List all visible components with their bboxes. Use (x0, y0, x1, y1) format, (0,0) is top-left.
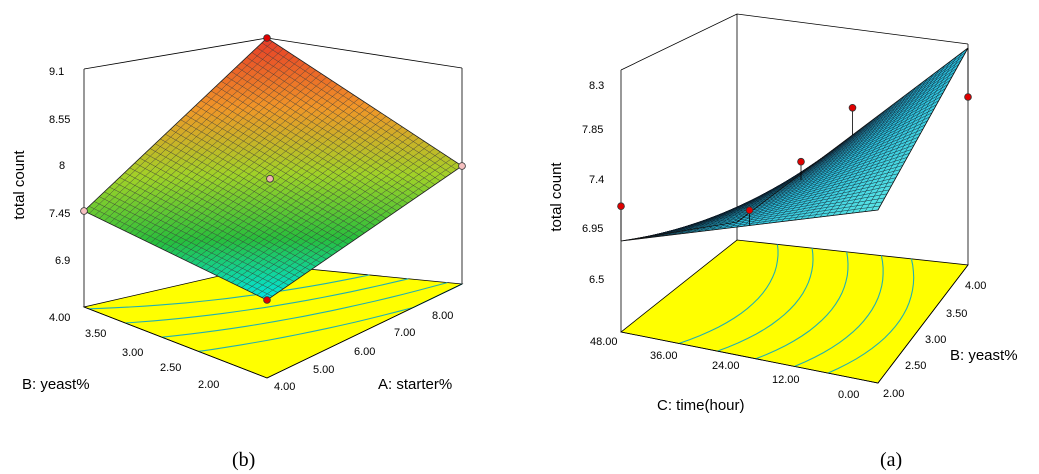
design-point (745, 206, 754, 215)
design-point (848, 104, 857, 112)
plot-a-z-axis: 8.3 7.85 7.4 6.95 6.5 total count (548, 80, 604, 286)
x-tick: 0.00 (838, 389, 859, 401)
z-tick: 6.95 (582, 223, 603, 235)
plot-a-x-label: C: time(hour) (657, 397, 745, 414)
y-tick: 4.00 (965, 280, 986, 292)
z-tick: 7.85 (582, 124, 603, 136)
z-tick: 7.4 (589, 174, 604, 186)
plot-b-z-axis: 9.1 8.55 8 7.45 6.9 total count (11, 66, 70, 267)
design-point (263, 34, 271, 42)
x-tick: 48.00 (590, 336, 618, 348)
plot-b-caption: (b) (232, 449, 255, 471)
y-tick: 3.50 (946, 308, 967, 320)
plot-b-x-label: A: starter% (378, 376, 452, 393)
x-tick: 7.00 (394, 327, 415, 339)
design-point (458, 162, 466, 170)
plot-b-x-axis: 4.00 5.00 6.00 7.00 8.00 A: starter% (274, 310, 453, 393)
x-tick: 8.00 (432, 310, 453, 322)
contour-line (717, 248, 814, 352)
plot-a-z-label: total count (548, 162, 565, 232)
x-tick: 36.00 (650, 350, 678, 362)
plot-b-floor-edges (83, 283, 463, 379)
z-tick: 7.45 (49, 208, 70, 220)
design-point (266, 175, 274, 183)
surface-plot-a: 8.3 7.85 7.4 6.95 6.5 total count 48.00 … (548, 13, 1018, 471)
plot-a-y-axis: 2.00 2.50 3.00 3.50 4.00 B: yeast% (883, 280, 1018, 400)
plot-a-back-frame (620, 13, 969, 332)
x-tick: 6.00 (354, 346, 375, 358)
z-tick: 6.5 (589, 274, 604, 286)
y-tick: 2.50 (160, 362, 181, 374)
x-tick: 12.00 (772, 374, 800, 386)
y-tick: 2.00 (883, 388, 904, 400)
z-tick: 6.9 (55, 255, 70, 267)
plot-b-y-axis: 4.00 3.50 3.00 2.50 2.00 B: yeast% (22, 312, 219, 393)
plot-a-caption: (a) (880, 449, 902, 471)
contour-line (827, 258, 915, 374)
y-tick: 2.50 (905, 360, 926, 372)
z-tick: 9.1 (49, 66, 64, 78)
plot-b-y-label: B: yeast% (22, 376, 90, 393)
contour-line (125, 278, 409, 324)
x-tick: 5.00 (313, 364, 334, 376)
design-point (263, 296, 271, 304)
surface-plot-b: 9.1 8.55 8 7.45 6.9 total count 4.00 3.5… (11, 34, 466, 471)
y-tick: 3.00 (122, 347, 143, 359)
plot-a-y-label: B: yeast% (950, 347, 1018, 364)
plot-a-x-axis: 48.00 36.00 24.00 12.00 0.00 C: time(hou… (590, 336, 859, 414)
plot-a-floor-edges (620, 264, 969, 384)
x-tick: 4.00 (274, 381, 295, 393)
design-point (80, 207, 88, 215)
z-tick: 8.3 (589, 80, 604, 92)
y-tick: 3.50 (85, 328, 106, 340)
contour-line (88, 274, 370, 310)
design-point (797, 157, 805, 166)
contour-line (161, 282, 448, 338)
x-tick: 24.00 (712, 360, 740, 372)
design-point (964, 93, 972, 101)
contour-line (755, 251, 849, 360)
y-tick: 4.00 (49, 312, 70, 324)
design-point (617, 202, 625, 211)
contour-line (678, 244, 779, 345)
plot-b-z-label: total count (11, 150, 28, 220)
z-tick: 8 (59, 160, 65, 172)
y-tick: 2.00 (198, 379, 219, 391)
z-tick: 8.55 (49, 114, 70, 126)
contour-line (794, 255, 884, 367)
y-tick: 3.00 (925, 334, 946, 346)
